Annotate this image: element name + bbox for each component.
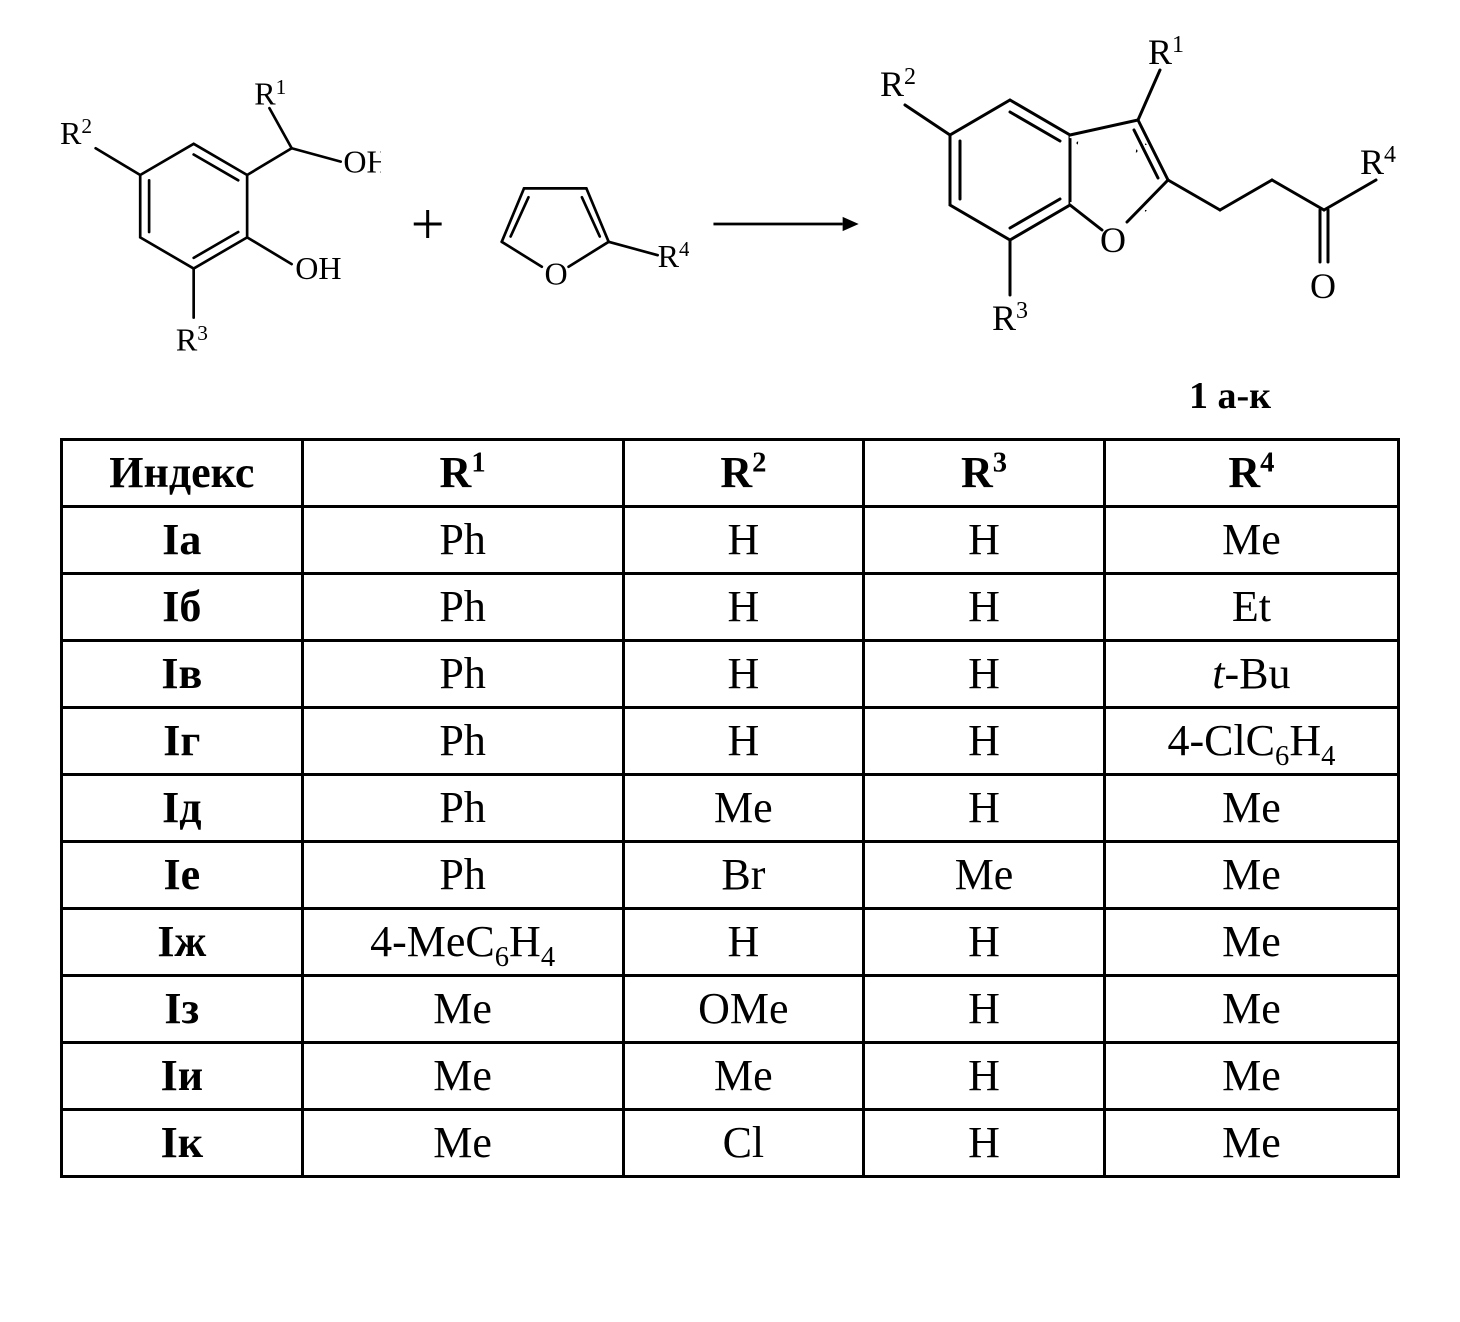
reaction-scheme: R1 OH OH R3 R2 + <box>60 30 1400 418</box>
table-row: Iе Ph Br Me Me <box>62 842 1399 909</box>
cell-r3: H <box>864 574 1105 641</box>
cell-index: Iг <box>62 708 303 775</box>
reaction-arrow <box>709 194 860 254</box>
r4-label: R4 <box>657 237 688 274</box>
cell-r1: Ph <box>302 775 623 842</box>
cell-r3: Me <box>864 842 1105 909</box>
col-index: Индекс <box>62 440 303 507</box>
cell-index: Iз <box>62 976 303 1043</box>
cell-r2: Br <box>623 842 864 909</box>
prod-ring-o-label: O <box>1100 220 1126 260</box>
cell-r1: Ph <box>302 507 623 574</box>
plus-sign: + <box>401 190 455 259</box>
cell-index: Iа <box>62 507 303 574</box>
cell-r3: H <box>864 909 1105 976</box>
cell-r4: t-Bu <box>1104 641 1398 708</box>
reagent-1-structure: R1 OH OH R3 R2 <box>60 54 381 394</box>
cell-r1: Ph <box>302 574 623 641</box>
table-row: Iа Ph H H Me <box>62 507 1399 574</box>
cell-index: Iж <box>62 909 303 976</box>
cell-r4: Me <box>1104 1110 1398 1177</box>
table-row: Iб Ph H H Et <box>62 574 1399 641</box>
cell-index: Iе <box>62 842 303 909</box>
cell-r4: Me <box>1104 909 1398 976</box>
prod-r3-label: R3 <box>992 298 1028 338</box>
prod-r1-label: R1 <box>1148 32 1184 72</box>
col-r1: R1 <box>302 440 623 507</box>
cell-r1: 4-MeC6H4 <box>302 909 623 976</box>
r1-label: R1 <box>254 75 286 112</box>
cell-index: Iи <box>62 1043 303 1110</box>
table-row: Iж 4-MeC6H4 H H Me <box>62 909 1399 976</box>
cell-r1: Ph <box>302 641 623 708</box>
cell-index: Iв <box>62 641 303 708</box>
table-row: Iз Me OMe H Me <box>62 976 1399 1043</box>
product-caption: 1 а-к <box>1009 374 1271 418</box>
cell-r4: Me <box>1104 1043 1398 1110</box>
cell-r1: Me <box>302 976 623 1043</box>
cell-r3: H <box>864 775 1105 842</box>
cell-r2: Me <box>623 1043 864 1110</box>
cell-r1: Ph <box>302 708 623 775</box>
cell-r2: H <box>623 641 864 708</box>
cell-r4: Me <box>1104 507 1398 574</box>
cell-r3: H <box>864 1110 1105 1177</box>
cell-r2: H <box>623 574 864 641</box>
prod-r4-label: R4 <box>1360 142 1396 182</box>
table-row: Iв Ph H H t-Bu <box>62 641 1399 708</box>
cell-r4: Me <box>1104 842 1398 909</box>
r2-label: R2 <box>60 114 92 151</box>
cell-r3: H <box>864 641 1105 708</box>
prod-keto-o-label: O <box>1310 266 1336 306</box>
cell-r2: Cl <box>623 1110 864 1177</box>
cell-r2: H <box>623 507 864 574</box>
table-row: Iи Me Me H Me <box>62 1043 1399 1110</box>
cell-r1: Me <box>302 1043 623 1110</box>
cell-r1: Ph <box>302 842 623 909</box>
cell-r3: H <box>864 1043 1105 1110</box>
col-r4: R4 <box>1104 440 1398 507</box>
cell-index: Iд <box>62 775 303 842</box>
cell-r4: Me <box>1104 976 1398 1043</box>
cell-r1: Me <box>302 1110 623 1177</box>
product-structure: R2 R1 R4 O O R3 <box>880 30 1400 370</box>
cell-r2: H <box>623 909 864 976</box>
col-r2: R2 <box>623 440 864 507</box>
r3-label: R3 <box>176 321 208 358</box>
table-row: Iд Ph Me H Me <box>62 775 1399 842</box>
cell-r3: H <box>864 976 1105 1043</box>
oh-label-1: OH <box>343 143 380 179</box>
cell-r4: Et <box>1104 574 1398 641</box>
cell-r2: Me <box>623 775 864 842</box>
cell-r2: OMe <box>623 976 864 1043</box>
cell-r3: H <box>864 708 1105 775</box>
cell-r4: Me <box>1104 775 1398 842</box>
cell-index: Iк <box>62 1110 303 1177</box>
table-row: Iк Me Cl H Me <box>62 1110 1399 1177</box>
cell-r2: H <box>623 708 864 775</box>
reagent-2-structure: O R4 <box>475 124 689 324</box>
cell-r4: 4-ClC6H4 <box>1104 708 1398 775</box>
prod-r2-label: R2 <box>880 64 916 104</box>
substituent-table: Индекс R1 R2 R3 R4 Iа Ph H H Me Iб Ph H … <box>60 438 1400 1178</box>
col-r3: R3 <box>864 440 1105 507</box>
table-header-row: Индекс R1 R2 R3 R4 <box>62 440 1399 507</box>
table-row: Iг Ph H H 4-ClC6H4 <box>62 708 1399 775</box>
furan-o-label: O <box>544 256 567 292</box>
cell-r3: H <box>864 507 1105 574</box>
cell-index: Iб <box>62 574 303 641</box>
oh-label-2: OH <box>295 250 341 286</box>
